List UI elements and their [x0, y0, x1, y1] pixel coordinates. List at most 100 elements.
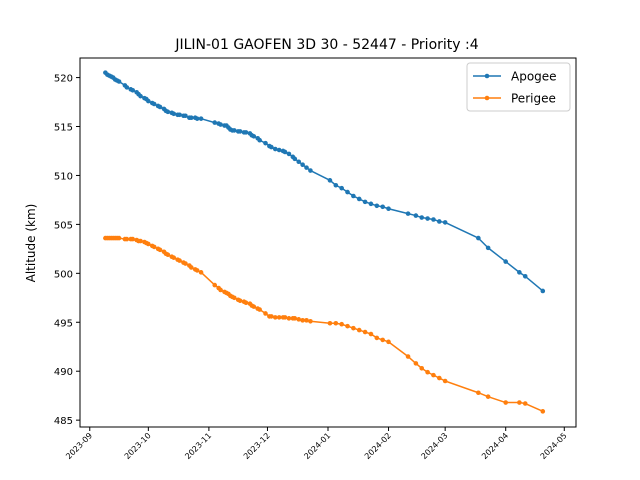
data-point: [138, 238, 143, 244]
data-point: [272, 146, 278, 152]
data-point: [251, 134, 257, 139]
y-tick-label: 495: [54, 318, 73, 329]
data-point: [296, 317, 302, 322]
y-tick-label: 500: [54, 269, 73, 280]
data-point: [431, 372, 436, 378]
data-point: [351, 325, 356, 331]
data-point: [286, 316, 292, 321]
series-apogee: [103, 70, 546, 294]
plot-area: [103, 70, 546, 414]
data-point: [177, 112, 182, 118]
data-point: [130, 236, 136, 242]
data-point: [351, 193, 356, 199]
data-point: [386, 339, 391, 345]
data-point: [374, 203, 380, 209]
data-point: [263, 311, 268, 316]
y-tick-label: 490: [54, 367, 73, 378]
data-point: [146, 98, 151, 104]
data-point: [116, 79, 122, 84]
data-point: [151, 244, 157, 250]
data-point: [333, 320, 339, 326]
data-point: [171, 255, 177, 260]
data-point: [212, 120, 218, 125]
data-point: [292, 316, 298, 321]
data-point: [212, 282, 218, 288]
data-point: [380, 204, 385, 210]
data-point: [237, 298, 243, 304]
data-point: [368, 201, 374, 207]
y-axis-label: Altitude (km): [24, 204, 38, 283]
data-point: [165, 109, 171, 115]
series-perigee: [103, 235, 546, 414]
data-point: [300, 318, 305, 323]
data-point: [276, 315, 282, 320]
data-point: [218, 287, 223, 293]
data-point: [386, 206, 391, 212]
data-point: [189, 115, 194, 121]
data-point: [431, 217, 436, 222]
data-point: [485, 245, 491, 251]
data-point: [327, 178, 333, 183]
data-point: [183, 261, 188, 266]
data-point: [540, 409, 546, 414]
data-point: [517, 270, 522, 275]
data-point: [425, 216, 430, 221]
data-point: [308, 168, 313, 173]
data-point: [282, 149, 288, 155]
data-point: [138, 93, 143, 99]
data-point: [405, 211, 411, 216]
data-point: [419, 365, 425, 371]
data-point: [183, 113, 188, 119]
legend-label: Apogee: [511, 70, 557, 84]
data-point: [146, 241, 151, 247]
legend-label: Perigee: [511, 92, 556, 106]
data-point: [362, 329, 368, 335]
data-point: [517, 400, 522, 405]
y-tick-label: 485: [54, 416, 73, 427]
data-point: [243, 130, 249, 135]
data-point: [522, 273, 528, 279]
data-point: [503, 259, 509, 264]
data-point: [189, 265, 194, 270]
data-point: [345, 323, 350, 329]
data-point: [194, 268, 200, 273]
data-point: [345, 189, 350, 195]
data-point: [157, 104, 163, 110]
data-point: [368, 331, 374, 337]
data-point: [522, 401, 528, 406]
data-point: [269, 314, 274, 319]
data-point: [333, 182, 339, 188]
data-point: [194, 116, 200, 121]
data-point: [442, 378, 448, 384]
data-point: [296, 159, 302, 165]
data-point: [300, 162, 305, 167]
data-point: [237, 129, 243, 134]
data-point: [308, 318, 313, 324]
data-point: [218, 122, 223, 127]
data-point: [380, 337, 385, 343]
y-tick-label: 510: [54, 171, 73, 182]
y-tick-label: 515: [54, 123, 73, 134]
data-point: [231, 128, 237, 133]
data-point: [374, 335, 380, 341]
data-point: [272, 315, 278, 320]
data-point: [269, 144, 274, 150]
data-point: [405, 354, 411, 359]
y-tick-label: 520: [54, 74, 73, 85]
data-point: [116, 235, 122, 241]
data-point: [413, 361, 419, 366]
y-tick-label: 505: [54, 220, 73, 231]
legend-swatch-marker: [484, 95, 490, 101]
legend-box: [466, 62, 571, 112]
data-point: [485, 394, 491, 399]
data-point: [124, 85, 130, 90]
data-point: [243, 300, 249, 305]
data-point: [292, 156, 298, 162]
data-point: [437, 219, 442, 224]
chart-title: JILIN-01 GAOFEN 3D 30 - 52447 - Priority…: [174, 37, 478, 53]
data-point: [476, 390, 481, 396]
data-point: [339, 185, 344, 191]
data-point: [362, 199, 368, 205]
data-point: [171, 111, 177, 117]
